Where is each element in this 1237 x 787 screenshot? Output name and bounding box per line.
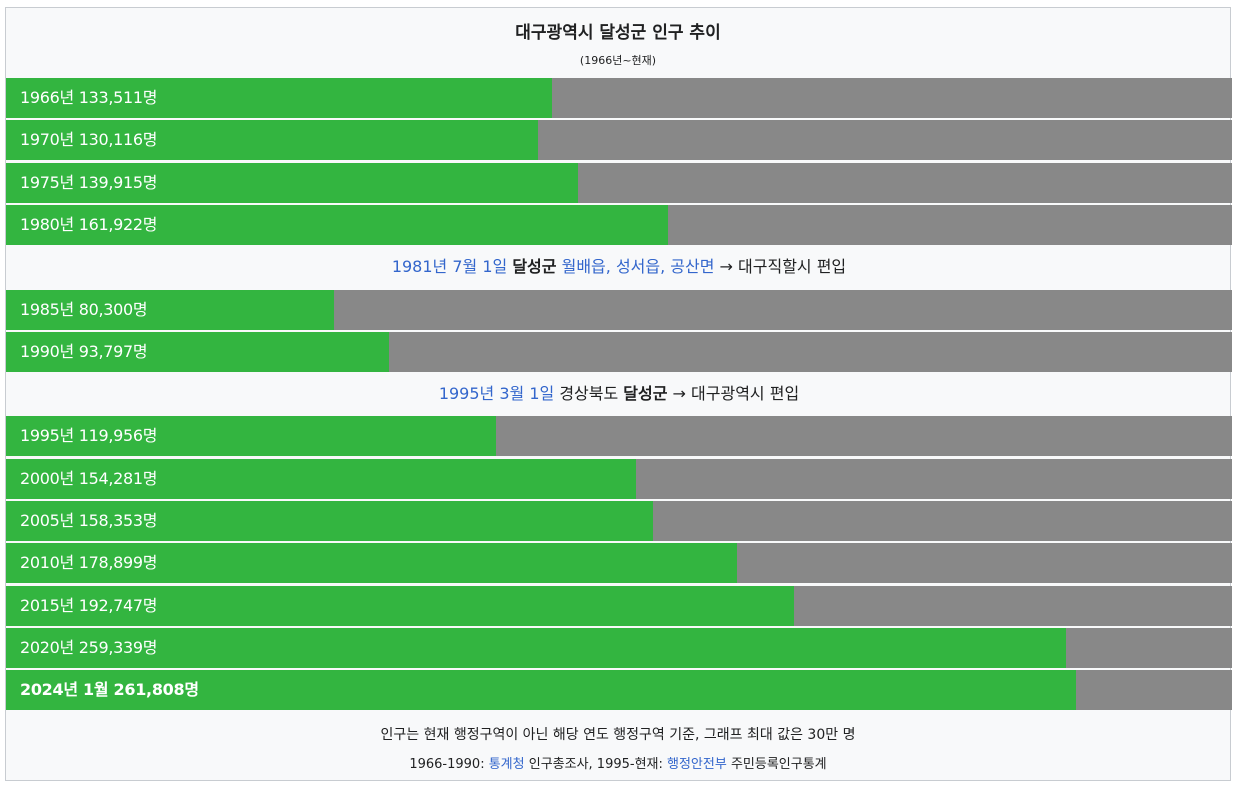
bar-label: 1995년 119,956명 bbox=[20, 426, 158, 445]
bar-track: 1980년 161,922명 bbox=[6, 205, 1232, 245]
bar-track: 2024년 1월 261,808명 bbox=[6, 670, 1232, 710]
bar-track: 2000년 154,281명 bbox=[6, 459, 1232, 499]
bar-track: 1985년 80,300명 bbox=[6, 290, 1232, 330]
footer-note: 인구는 현재 행정구역이 아닌 해당 연도 행정구역 기준, 그래프 최대 값은… bbox=[380, 727, 856, 743]
note-text: 경상북도 bbox=[554, 384, 624, 403]
bar-track: 2020년 259,339명 bbox=[6, 628, 1232, 668]
link[interactable]: , bbox=[605, 257, 616, 276]
population-bar bbox=[6, 586, 794, 626]
bar-label: 1970년 130,116명 bbox=[20, 130, 158, 149]
link[interactable]: 성서읍 bbox=[615, 257, 661, 276]
population-bar bbox=[6, 120, 538, 160]
note-text: 주민등록인구통계 bbox=[726, 757, 827, 772]
link[interactable]: , bbox=[660, 257, 671, 276]
population-chart: 대구광역시 달성군 인구 추이 (1966년~현재) 1966년 133,511… bbox=[5, 7, 1232, 781]
bar-track: 2015년 192,747명 bbox=[6, 586, 1232, 626]
bar-label: 1966년 133,511명 bbox=[20, 88, 158, 107]
event-note: 1995년 3월 1일 경상북도 달성군 → 대구광역시 편입 bbox=[6, 374, 1232, 414]
bold-text: 달성군 bbox=[512, 257, 557, 276]
chart-subtitle: (1966년~현재) bbox=[579, 54, 657, 67]
population-bar bbox=[6, 78, 552, 118]
bar-label: 2015년 192,747명 bbox=[20, 596, 158, 615]
population-bar bbox=[6, 205, 668, 245]
note-text: → 대구광역시 편입 bbox=[667, 384, 800, 403]
bar-track: 1975년 139,915명 bbox=[6, 163, 1232, 203]
bar-track: 1970년 130,116명 bbox=[6, 120, 1232, 160]
bar-label: 1980년 161,922명 bbox=[20, 215, 158, 234]
population-bar bbox=[6, 501, 653, 541]
bar-label: 1990년 93,797명 bbox=[20, 342, 148, 361]
bar-track: 1966년 133,511명 bbox=[6, 78, 1232, 118]
note-text: 1966-1990: bbox=[409, 757, 489, 772]
link[interactable]: 월배읍 bbox=[561, 257, 606, 276]
bold-text: 달성군 bbox=[623, 384, 668, 403]
population-bar bbox=[6, 290, 334, 330]
link[interactable]: 통계청 bbox=[488, 757, 525, 772]
bar-track: 1990년 93,797명 bbox=[6, 332, 1232, 372]
note-text: 인구총조사, 1995-현재: bbox=[524, 757, 668, 772]
bar-track: 2005년 158,353명 bbox=[6, 501, 1232, 541]
population-bar bbox=[6, 416, 496, 456]
population-bar bbox=[6, 163, 578, 203]
bar-label: 2024년 1월 261,808명 bbox=[20, 680, 199, 699]
bar-label: 1975년 139,915명 bbox=[20, 173, 158, 192]
event-note: 1981년 7월 1일 달성군 월배읍, 성서읍, 공산면 → 대구직할시 편입 bbox=[6, 247, 1232, 287]
link[interactable]: 공산면 bbox=[670, 257, 715, 276]
population-bar bbox=[6, 332, 389, 372]
population-bar bbox=[6, 670, 1076, 710]
note-text: → 대구직할시 편입 bbox=[714, 257, 847, 276]
population-bar bbox=[6, 543, 737, 583]
link[interactable]: 1981년 7월 1일 bbox=[391, 257, 508, 276]
population-bar bbox=[6, 628, 1066, 668]
link[interactable]: 1995년 3월 1일 bbox=[438, 384, 555, 403]
bar-label: 2000년 154,281명 bbox=[20, 469, 158, 488]
bar-label: 2005년 158,353명 bbox=[20, 511, 158, 530]
population-bar bbox=[6, 459, 636, 499]
bar-label: 1985년 80,300명 bbox=[20, 300, 148, 319]
bar-track: 2010년 178,899명 bbox=[6, 543, 1232, 583]
link[interactable]: 행정안전부 bbox=[667, 757, 727, 772]
bar-track: 1995년 119,956명 bbox=[6, 416, 1232, 456]
chart-title: 대구광역시 달성군 인구 추이 bbox=[515, 23, 721, 43]
footer-sources: 1966-1990: 통계청 인구총조사, 1995-현재: 행정안전부 주민등… bbox=[6, 753, 1230, 772]
bar-label: 2010년 178,899명 bbox=[20, 553, 158, 572]
bar-label: 2020년 259,339명 bbox=[20, 638, 158, 657]
